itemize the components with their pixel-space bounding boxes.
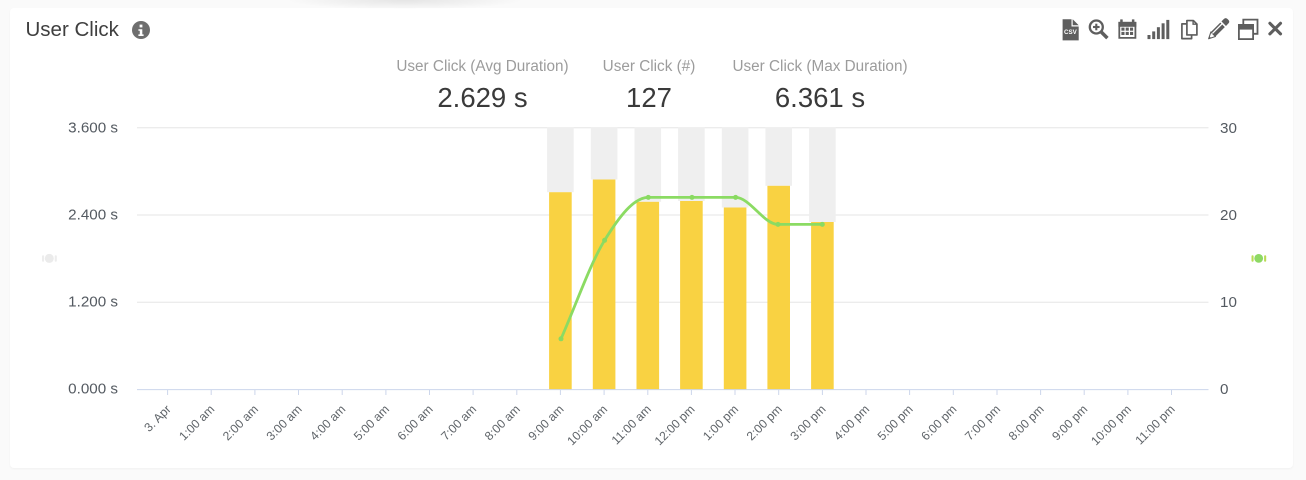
svg-text:11:00 pm: 11:00 pm <box>1132 402 1177 447</box>
svg-text:2.400 s: 2.400 s <box>68 207 118 224</box>
svg-text:3:00 pm: 3:00 pm <box>787 402 828 443</box>
svg-text:1:00 am: 1:00 am <box>176 402 217 443</box>
svg-text:0.000 s: 0.000 s <box>68 381 118 398</box>
svg-text:7:00 pm: 7:00 pm <box>962 402 1003 443</box>
svg-text:4:00 pm: 4:00 pm <box>831 402 872 443</box>
svg-text:2:00 pm: 2:00 pm <box>744 402 785 443</box>
svg-text:20: 20 <box>1220 207 1237 224</box>
svg-text:30: 30 <box>1220 120 1237 137</box>
svg-text:CSV: CSV <box>1064 29 1078 36</box>
svg-text:10:00 am: 10:00 am <box>564 402 610 448</box>
svg-text:3. Apr: 3. Apr <box>141 402 173 434</box>
svg-text:7:00 am: 7:00 am <box>438 402 479 443</box>
svg-text:10:00 pm: 10:00 pm <box>1088 402 1134 448</box>
svg-text:9:00 am: 9:00 am <box>525 402 566 443</box>
svg-text:3.600 s: 3.600 s <box>68 120 118 137</box>
svg-text:1.200 s: 1.200 s <box>68 294 118 311</box>
svg-text:5:00 pm: 5:00 pm <box>875 402 916 443</box>
svg-text:10: 10 <box>1220 294 1237 311</box>
svg-text:5:00 am: 5:00 am <box>351 402 392 443</box>
svg-text:4:00 am: 4:00 am <box>307 402 348 443</box>
svg-text:3:00 am: 3:00 am <box>264 402 305 443</box>
svg-text:9:00 pm: 9:00 pm <box>1049 402 1090 443</box>
svg-text:1:00 pm: 1:00 pm <box>700 402 741 443</box>
svg-text:8:00 am: 8:00 am <box>482 402 523 443</box>
svg-text:0: 0 <box>1220 381 1228 398</box>
svg-text:12:00 pm: 12:00 pm <box>652 402 698 448</box>
svg-text:6:00 am: 6:00 am <box>395 402 436 443</box>
svg-text:6:00 pm: 6:00 pm <box>918 402 959 443</box>
svg-text:11:00 am: 11:00 am <box>609 402 654 447</box>
svg-text:8:00 pm: 8:00 pm <box>1006 402 1047 443</box>
svg-text:2:00 am: 2:00 am <box>220 402 261 443</box>
